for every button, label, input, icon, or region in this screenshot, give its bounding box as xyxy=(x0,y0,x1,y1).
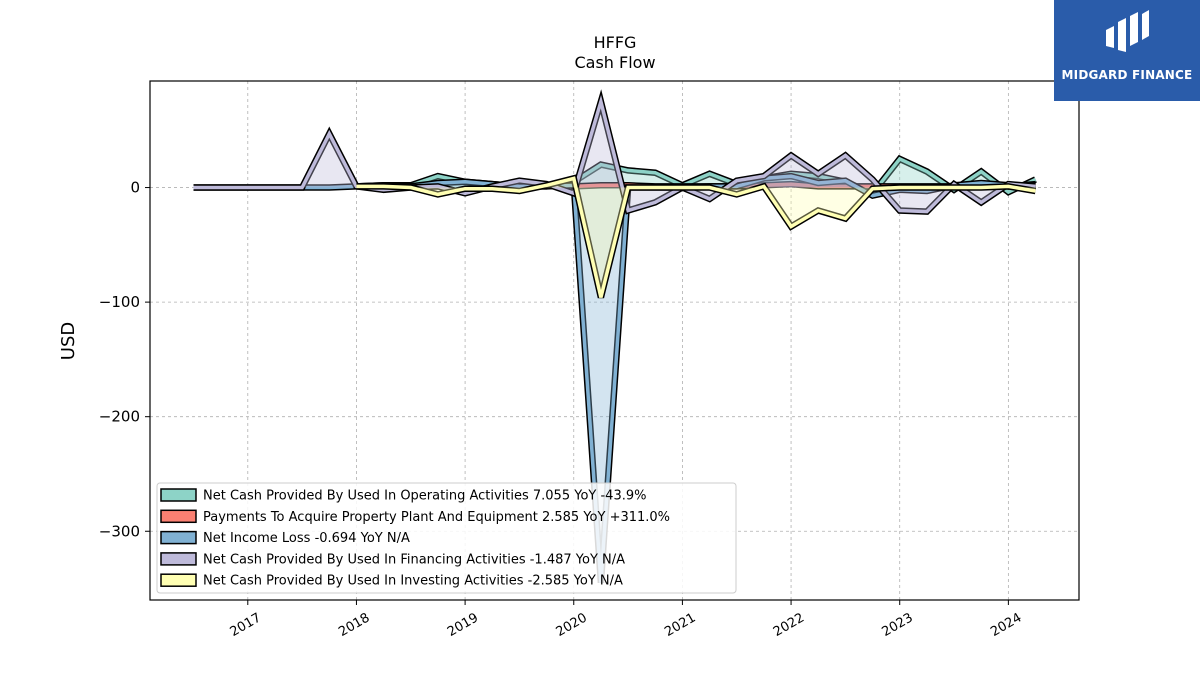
y-tick-label: 0 xyxy=(130,179,140,197)
legend-swatch xyxy=(160,488,197,502)
chart-subtitle: Cash Flow xyxy=(574,53,655,72)
x-tick-label: 2024 xyxy=(988,610,1024,640)
legend-label: Payments To Acquire Property Plant And E… xyxy=(203,510,670,525)
x-tick-label: 2021 xyxy=(662,610,698,640)
x-tick-label: 2023 xyxy=(880,610,916,640)
series-net-cash-provided-by-used-in-investing-activities-line xyxy=(356,176,1036,298)
legend-label: Net Cash Provided By Used In Operating A… xyxy=(203,489,646,504)
legend-label: Net Income Loss -0.694 YoY N/A xyxy=(203,531,410,546)
logo-mark-icon xyxy=(1106,10,1149,52)
y-tick-label: −100 xyxy=(99,293,140,311)
legend-label: Net Cash Provided By Used In Financing A… xyxy=(203,552,625,567)
y-tick-label: −300 xyxy=(99,522,140,540)
midgard-finance-logo: MIDGARD FINANCE xyxy=(1054,0,1200,101)
legend-swatch xyxy=(160,530,197,545)
legend-swatch xyxy=(160,552,197,566)
legend-label: Net Cash Provided By Used In Investing A… xyxy=(203,574,623,589)
legend: Net Cash Provided By Used In Operating A… xyxy=(156,482,737,594)
y-axis-label: USD xyxy=(58,322,79,360)
y-axis: 0 −100 −200 −300 xyxy=(99,179,150,540)
x-tick-label: 2017 xyxy=(228,610,264,640)
chart-title: HFFG xyxy=(594,33,637,52)
x-tick-label: 2019 xyxy=(445,610,481,640)
series-areas xyxy=(193,89,1037,584)
series-net-cash-provided-by-used-in-financing-activities-line xyxy=(193,94,1036,214)
legend-swatch xyxy=(160,509,197,524)
x-tick-label: 2020 xyxy=(554,610,590,640)
y-tick-label: −200 xyxy=(99,408,140,426)
plot-frame xyxy=(149,80,1080,601)
logo-text: MIDGARD FINANCE xyxy=(1061,68,1193,82)
x-tick-label: 2018 xyxy=(336,610,372,640)
legend-swatch xyxy=(160,573,197,587)
legend-box xyxy=(156,482,737,594)
x-tick-label: 2022 xyxy=(771,610,807,640)
x-axis: 2017 2018 2019 2020 2021 2022 2023 2024 xyxy=(228,600,1024,640)
